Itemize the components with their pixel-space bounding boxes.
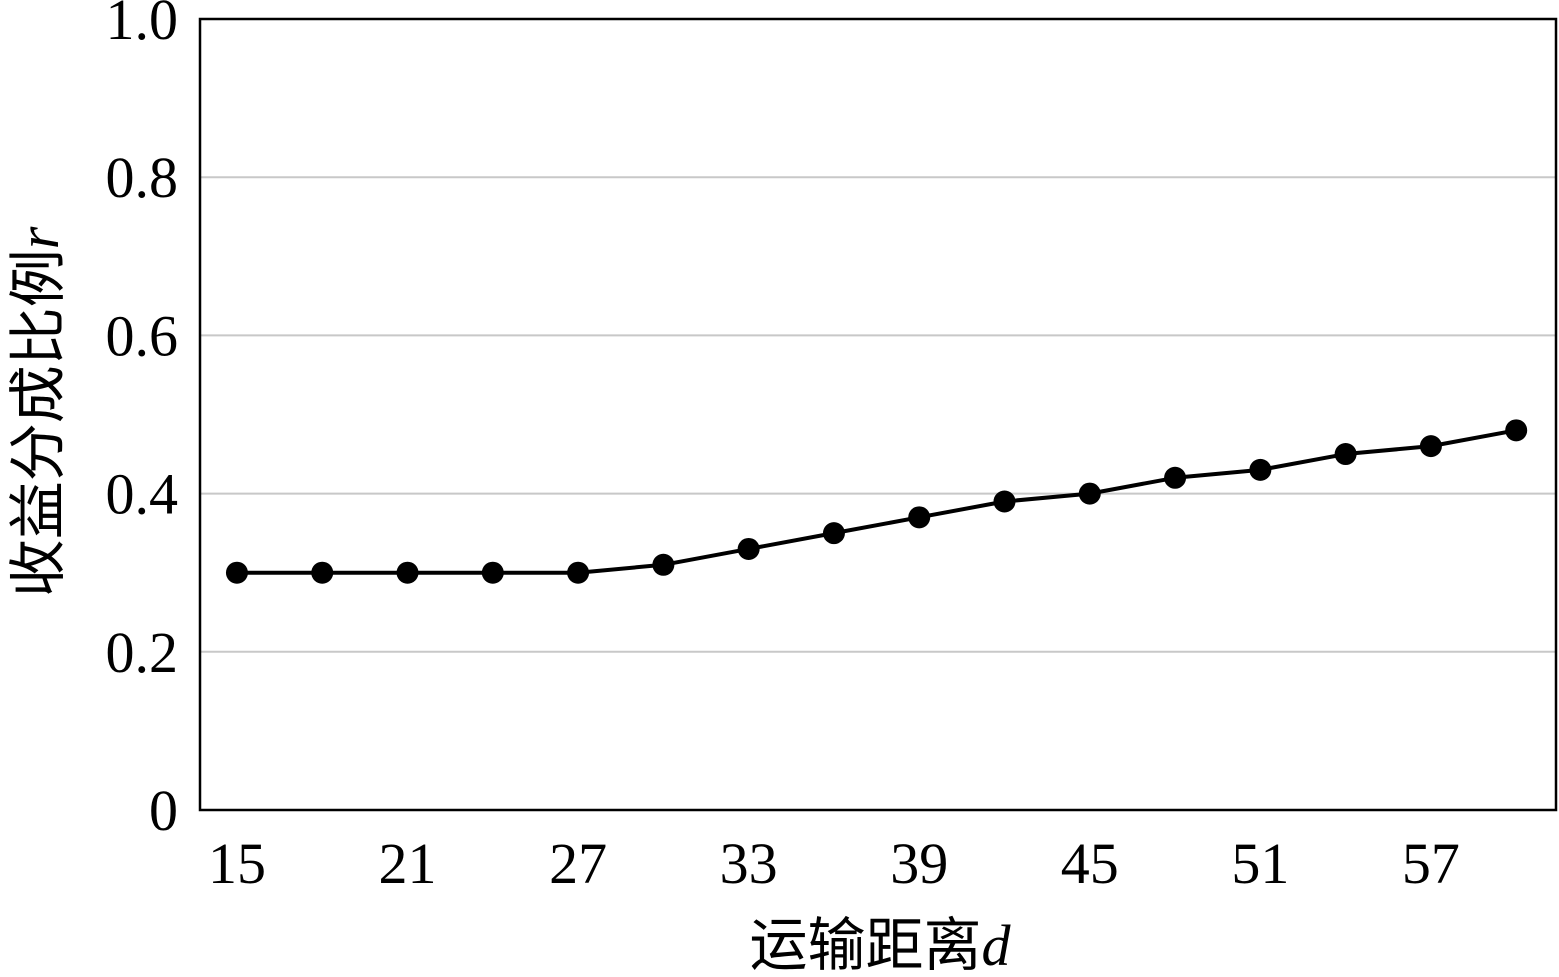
x-tick-label: 57 (1402, 831, 1460, 896)
x-axis-title: 运输距离d (749, 913, 1011, 977)
x-axis-ticks: 15 21 27 33 39 45 51 57 (208, 831, 1460, 896)
plot-frame (198, 17, 1558, 812)
y-axis-title: 收益分成比例r (6, 226, 71, 597)
data-point (652, 553, 675, 576)
data-point (1249, 458, 1272, 481)
data-point (225, 561, 248, 584)
x-tick-label: 51 (1231, 831, 1289, 896)
series-line (236, 428, 1517, 575)
data-point (481, 561, 504, 584)
gridlines (200, 176, 1556, 653)
data-point (908, 506, 931, 529)
data-point (737, 537, 760, 560)
data-point (1334, 443, 1357, 466)
data-point (567, 561, 590, 584)
y-tick-label: 0.8 (106, 145, 179, 210)
data-point (1505, 419, 1528, 442)
data-point (993, 490, 1016, 513)
y-tick-label: 0.2 (106, 620, 179, 685)
y-tick-label: 0 (149, 778, 178, 843)
x-tick-label: 15 (208, 831, 266, 896)
x-tick-label: 45 (1061, 831, 1119, 896)
data-point (396, 561, 419, 584)
y-tick-label: 0.4 (106, 462, 179, 527)
data-point (1164, 466, 1187, 489)
y-axis-ticks: 0 0.2 0.4 0.6 0.8 1.0 (106, 0, 179, 843)
data-point (822, 522, 845, 545)
data-point (1078, 482, 1101, 505)
x-tick-label: 27 (549, 831, 607, 896)
data-point (1419, 435, 1442, 458)
x-tick-label: 21 (379, 831, 437, 896)
series-points (225, 419, 1528, 584)
x-tick-label: 39 (890, 831, 948, 896)
y-tick-label: 0.6 (106, 303, 179, 368)
x-tick-label: 33 (720, 831, 778, 896)
y-tick-label: 1.0 (106, 0, 179, 52)
data-point (311, 561, 334, 584)
